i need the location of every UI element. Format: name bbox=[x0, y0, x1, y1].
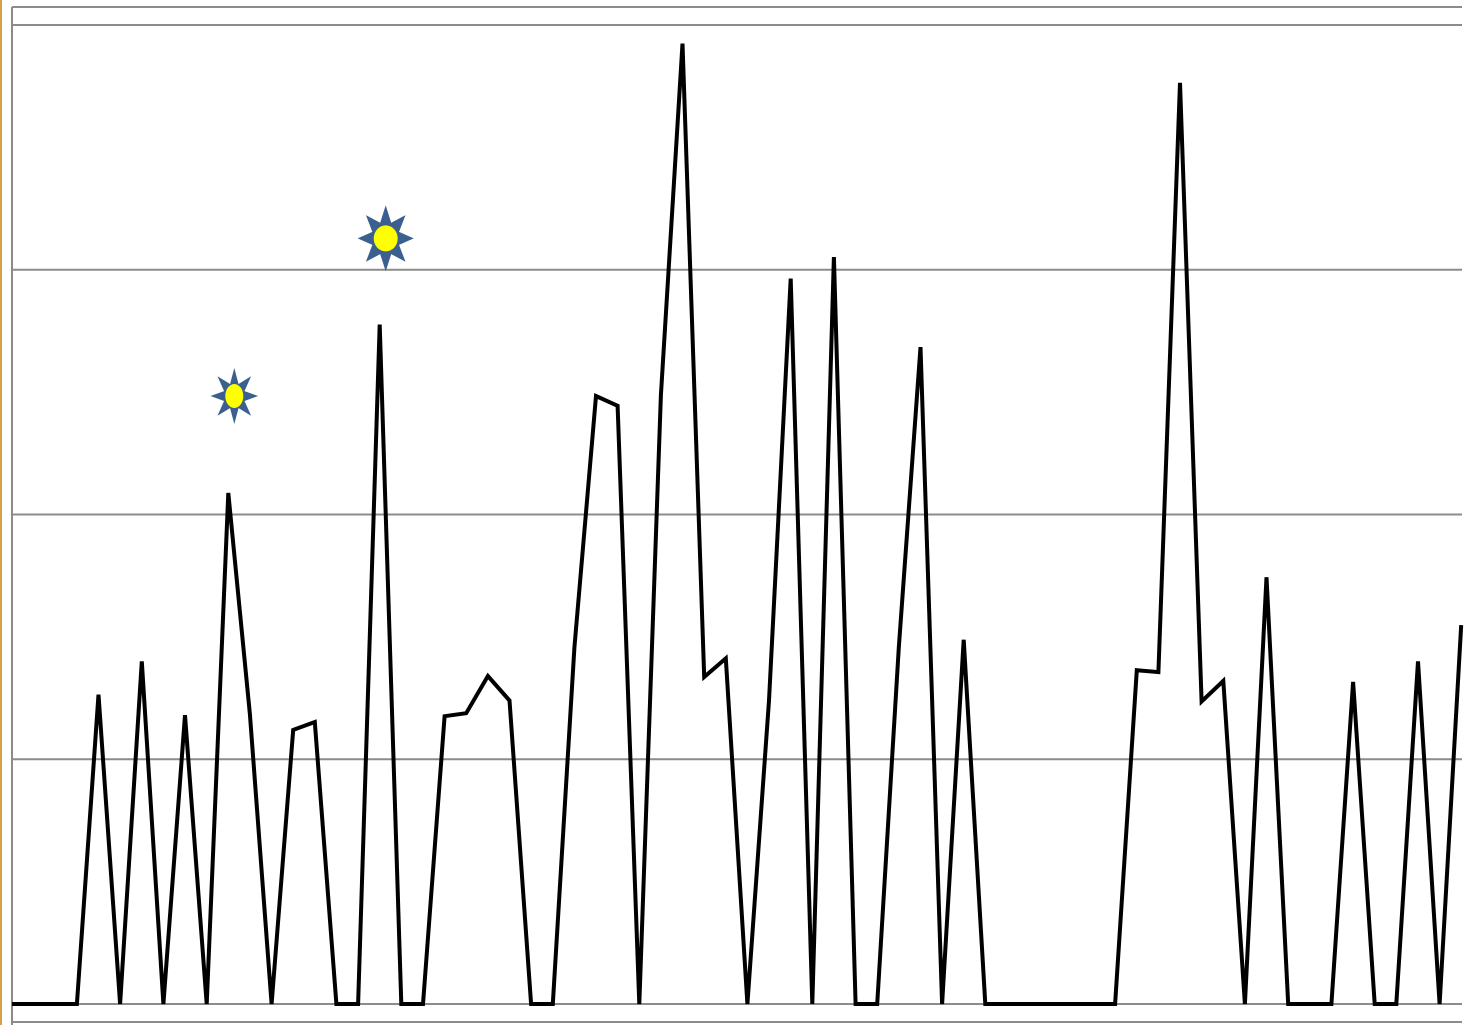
data-point-67 bbox=[1459, 623, 1463, 627]
data-point-52 bbox=[1135, 668, 1139, 672]
marker-group bbox=[210, 205, 414, 424]
data-point-29 bbox=[637, 1002, 641, 1006]
data-point-10 bbox=[226, 491, 230, 495]
data-point-45 bbox=[983, 1002, 987, 1006]
data-point-62 bbox=[1351, 680, 1355, 684]
data-point-32 bbox=[702, 675, 706, 679]
data-point-48 bbox=[1048, 1002, 1052, 1006]
data-point-60 bbox=[1308, 1002, 1312, 1006]
data-point-54 bbox=[1178, 81, 1182, 85]
data-point-66 bbox=[1438, 1002, 1442, 1006]
data-point-7 bbox=[161, 1002, 165, 1006]
data-point-6 bbox=[140, 659, 144, 663]
data-point-58 bbox=[1265, 575, 1269, 579]
data-point-5 bbox=[118, 1002, 122, 1006]
data-point-19 bbox=[421, 1002, 425, 1006]
data-point-3 bbox=[75, 1002, 79, 1006]
data-point-46 bbox=[1005, 1002, 1009, 1006]
data-point-16 bbox=[356, 1002, 360, 1006]
star-center bbox=[373, 225, 398, 252]
data-point-47 bbox=[1027, 1002, 1031, 1006]
data-point-43 bbox=[940, 1002, 944, 1006]
data-point-31 bbox=[681, 42, 685, 46]
data-point-20 bbox=[443, 714, 447, 718]
series-line-0 bbox=[12, 43, 1464, 1006]
data-point-56 bbox=[1221, 679, 1225, 683]
data-point-21 bbox=[464, 711, 468, 715]
data-point-49 bbox=[1070, 1002, 1074, 1006]
data-point-11 bbox=[248, 712, 252, 716]
data-point-24 bbox=[529, 1002, 533, 1006]
data-point-25 bbox=[551, 1002, 555, 1006]
data-point-63 bbox=[1373, 1002, 1377, 1006]
data-point-34 bbox=[745, 1002, 749, 1006]
data-point-51 bbox=[1113, 1002, 1117, 1006]
star-marker-2 bbox=[357, 205, 414, 272]
data-point-22 bbox=[486, 674, 490, 678]
data-point-65 bbox=[1416, 659, 1420, 663]
series-group bbox=[10, 42, 1464, 1006]
data-point-27 bbox=[594, 394, 598, 398]
data-point-14 bbox=[313, 720, 317, 724]
data-point-64 bbox=[1394, 1002, 1398, 1006]
data-point-40 bbox=[875, 1002, 879, 1006]
data-point-30 bbox=[659, 393, 663, 397]
data-point-8 bbox=[183, 713, 187, 717]
data-point-26 bbox=[572, 646, 576, 650]
data-point-37 bbox=[810, 1002, 814, 1006]
data-point-61 bbox=[1329, 1002, 1333, 1006]
data-point-50 bbox=[1092, 1002, 1096, 1006]
data-point-1 bbox=[32, 1002, 36, 1006]
data-point-28 bbox=[616, 404, 620, 408]
data-point-4 bbox=[97, 693, 101, 697]
data-point-9 bbox=[205, 1002, 209, 1006]
data-point-12 bbox=[270, 1002, 274, 1006]
data-point-17 bbox=[378, 323, 382, 327]
data-point-23 bbox=[507, 699, 511, 703]
star-center bbox=[225, 384, 244, 409]
data-point-36 bbox=[789, 277, 793, 281]
data-point-2 bbox=[53, 1002, 57, 1006]
data-point-35 bbox=[767, 699, 771, 703]
data-point-41 bbox=[897, 646, 901, 650]
data-point-33 bbox=[724, 656, 728, 660]
data-point-59 bbox=[1286, 1002, 1290, 1006]
data-point-57 bbox=[1243, 1002, 1247, 1006]
star-marker-1 bbox=[210, 368, 259, 424]
data-point-55 bbox=[1200, 699, 1204, 703]
data-point-44 bbox=[962, 638, 966, 642]
data-point-53 bbox=[1156, 670, 1160, 674]
data-point-42 bbox=[918, 345, 922, 349]
data-point-13 bbox=[291, 728, 295, 732]
data-point-18 bbox=[399, 1002, 403, 1006]
data-point-0 bbox=[10, 1002, 14, 1006]
data-point-39 bbox=[854, 1002, 858, 1006]
data-point-15 bbox=[334, 1002, 338, 1006]
data-point-38 bbox=[832, 255, 836, 259]
